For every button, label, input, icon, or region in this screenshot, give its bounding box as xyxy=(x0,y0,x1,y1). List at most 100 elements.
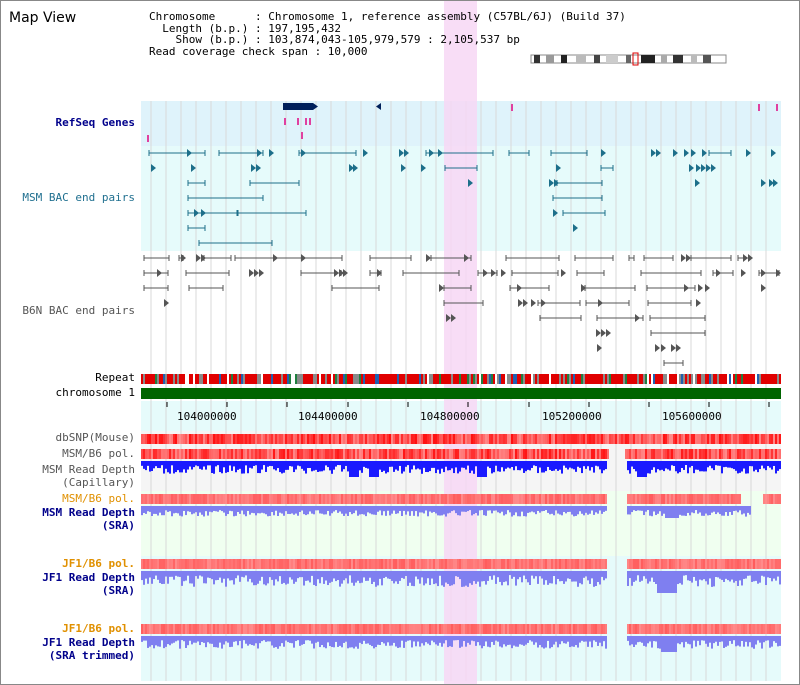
depth-bar xyxy=(167,461,169,473)
polymorphism-cell xyxy=(459,494,461,504)
depth-bar xyxy=(283,636,285,647)
depth-bar xyxy=(677,506,679,518)
repeat-block xyxy=(345,374,347,384)
depth-bar xyxy=(311,571,313,576)
polymorphism-cell xyxy=(575,449,577,459)
polymorphism-cell xyxy=(775,449,777,459)
depth-bar xyxy=(635,506,637,511)
polymorphism-cell xyxy=(545,624,547,634)
polymorphism-cell xyxy=(413,559,415,569)
polymorphism-cell xyxy=(169,434,171,444)
polymorphism-cell xyxy=(419,449,421,459)
polymorphism-cell xyxy=(391,449,393,459)
track-label-b6n-bac[interactable]: B6N BAC end pairs xyxy=(22,304,135,317)
polymorphism-cell xyxy=(233,559,235,569)
polymorphism-cell xyxy=(415,449,417,459)
repeat-block xyxy=(689,374,691,384)
depth-bar xyxy=(205,571,207,584)
depth-bar xyxy=(405,636,407,642)
polymorphism-cell xyxy=(559,449,561,459)
polymorphism-cell xyxy=(675,449,677,459)
repeat-block xyxy=(151,374,153,384)
depth-bar xyxy=(357,461,359,477)
depth-bar xyxy=(349,506,351,513)
repeat-block xyxy=(311,374,313,384)
depth-bar xyxy=(721,506,723,516)
depth-bar xyxy=(453,636,455,641)
polymorphism-cell xyxy=(773,624,775,634)
depth-bar xyxy=(297,506,299,516)
repeat-block xyxy=(437,374,439,384)
depth-bar xyxy=(143,636,145,641)
polymorphism-cell xyxy=(729,624,731,634)
msm-bac-pair-arrow xyxy=(201,209,206,217)
polymorphism-cell xyxy=(765,449,767,459)
repeat-block xyxy=(425,374,427,384)
depth-bar xyxy=(171,506,173,517)
depth-bar xyxy=(387,636,389,643)
depth-bar xyxy=(469,506,471,511)
depth-bar xyxy=(519,636,521,645)
polymorphism-cell xyxy=(765,494,767,504)
depth-bar xyxy=(203,506,205,517)
polymorphism-cell xyxy=(519,449,521,459)
depth-bar xyxy=(603,461,605,471)
polymorphism-cell xyxy=(561,449,563,459)
polymorphism-cell xyxy=(603,559,605,569)
depth-bar xyxy=(581,571,583,585)
depth-bar xyxy=(709,571,711,579)
depth-bar xyxy=(693,636,695,641)
polymorphism-cell xyxy=(399,559,401,569)
depth-bar xyxy=(479,636,481,646)
polymorphism-cell xyxy=(559,559,561,569)
polymorphism-cell xyxy=(257,624,259,634)
polymorphism-cell xyxy=(759,559,761,569)
polymorphism-cell xyxy=(761,559,763,569)
polymorphism-cell xyxy=(671,559,673,569)
depth-bar xyxy=(693,506,695,514)
polymorphism-cell xyxy=(355,449,357,459)
track-label-refseq[interactable]: RefSeq Genes xyxy=(55,116,135,129)
depth-bar xyxy=(541,506,543,512)
polymorphism-cell xyxy=(271,434,273,444)
repeat-block xyxy=(155,374,157,384)
depth-bar xyxy=(539,571,541,577)
polymorphism-cell xyxy=(541,624,543,634)
polymorphism-cell xyxy=(571,449,573,459)
depth-bar xyxy=(757,636,759,641)
track-label-msm-bac[interactable]: MSM BAC end pairs xyxy=(22,191,135,204)
depth-bar xyxy=(641,571,643,581)
repeat-block xyxy=(515,374,517,384)
polymorphism-cell xyxy=(409,449,411,459)
repeat-block xyxy=(243,374,245,384)
polymorphism-cell xyxy=(383,559,385,569)
polymorphism-cell xyxy=(207,624,209,634)
polymorphism-cell xyxy=(333,449,335,459)
depth-bar xyxy=(483,636,485,647)
depth-bar xyxy=(685,636,687,642)
polymorphism-cell xyxy=(181,494,183,504)
b6n-bac-pair-arrow xyxy=(761,284,766,292)
polymorphism-cell xyxy=(691,449,693,459)
ideogram-band xyxy=(703,55,711,63)
depth-bar xyxy=(203,461,205,467)
depth-bar xyxy=(163,461,165,474)
depth-bar xyxy=(645,571,647,579)
depth-bar xyxy=(187,461,189,470)
repeat-block xyxy=(593,374,595,384)
depth-bar xyxy=(775,461,777,474)
depth-bar xyxy=(573,461,575,470)
depth-bar xyxy=(641,461,643,477)
polymorphism-cell xyxy=(443,494,445,504)
repeat-block xyxy=(183,374,185,384)
polymorphism-cell xyxy=(489,494,491,504)
depth-bar xyxy=(779,636,781,646)
polymorphism-cell xyxy=(533,559,535,569)
depth-bar xyxy=(689,461,691,468)
depth-bar xyxy=(721,636,723,642)
polymorphism-cell xyxy=(151,449,153,459)
depth-bar xyxy=(345,636,347,642)
depth-bar xyxy=(445,636,447,641)
polymorphism-cell xyxy=(561,494,563,504)
